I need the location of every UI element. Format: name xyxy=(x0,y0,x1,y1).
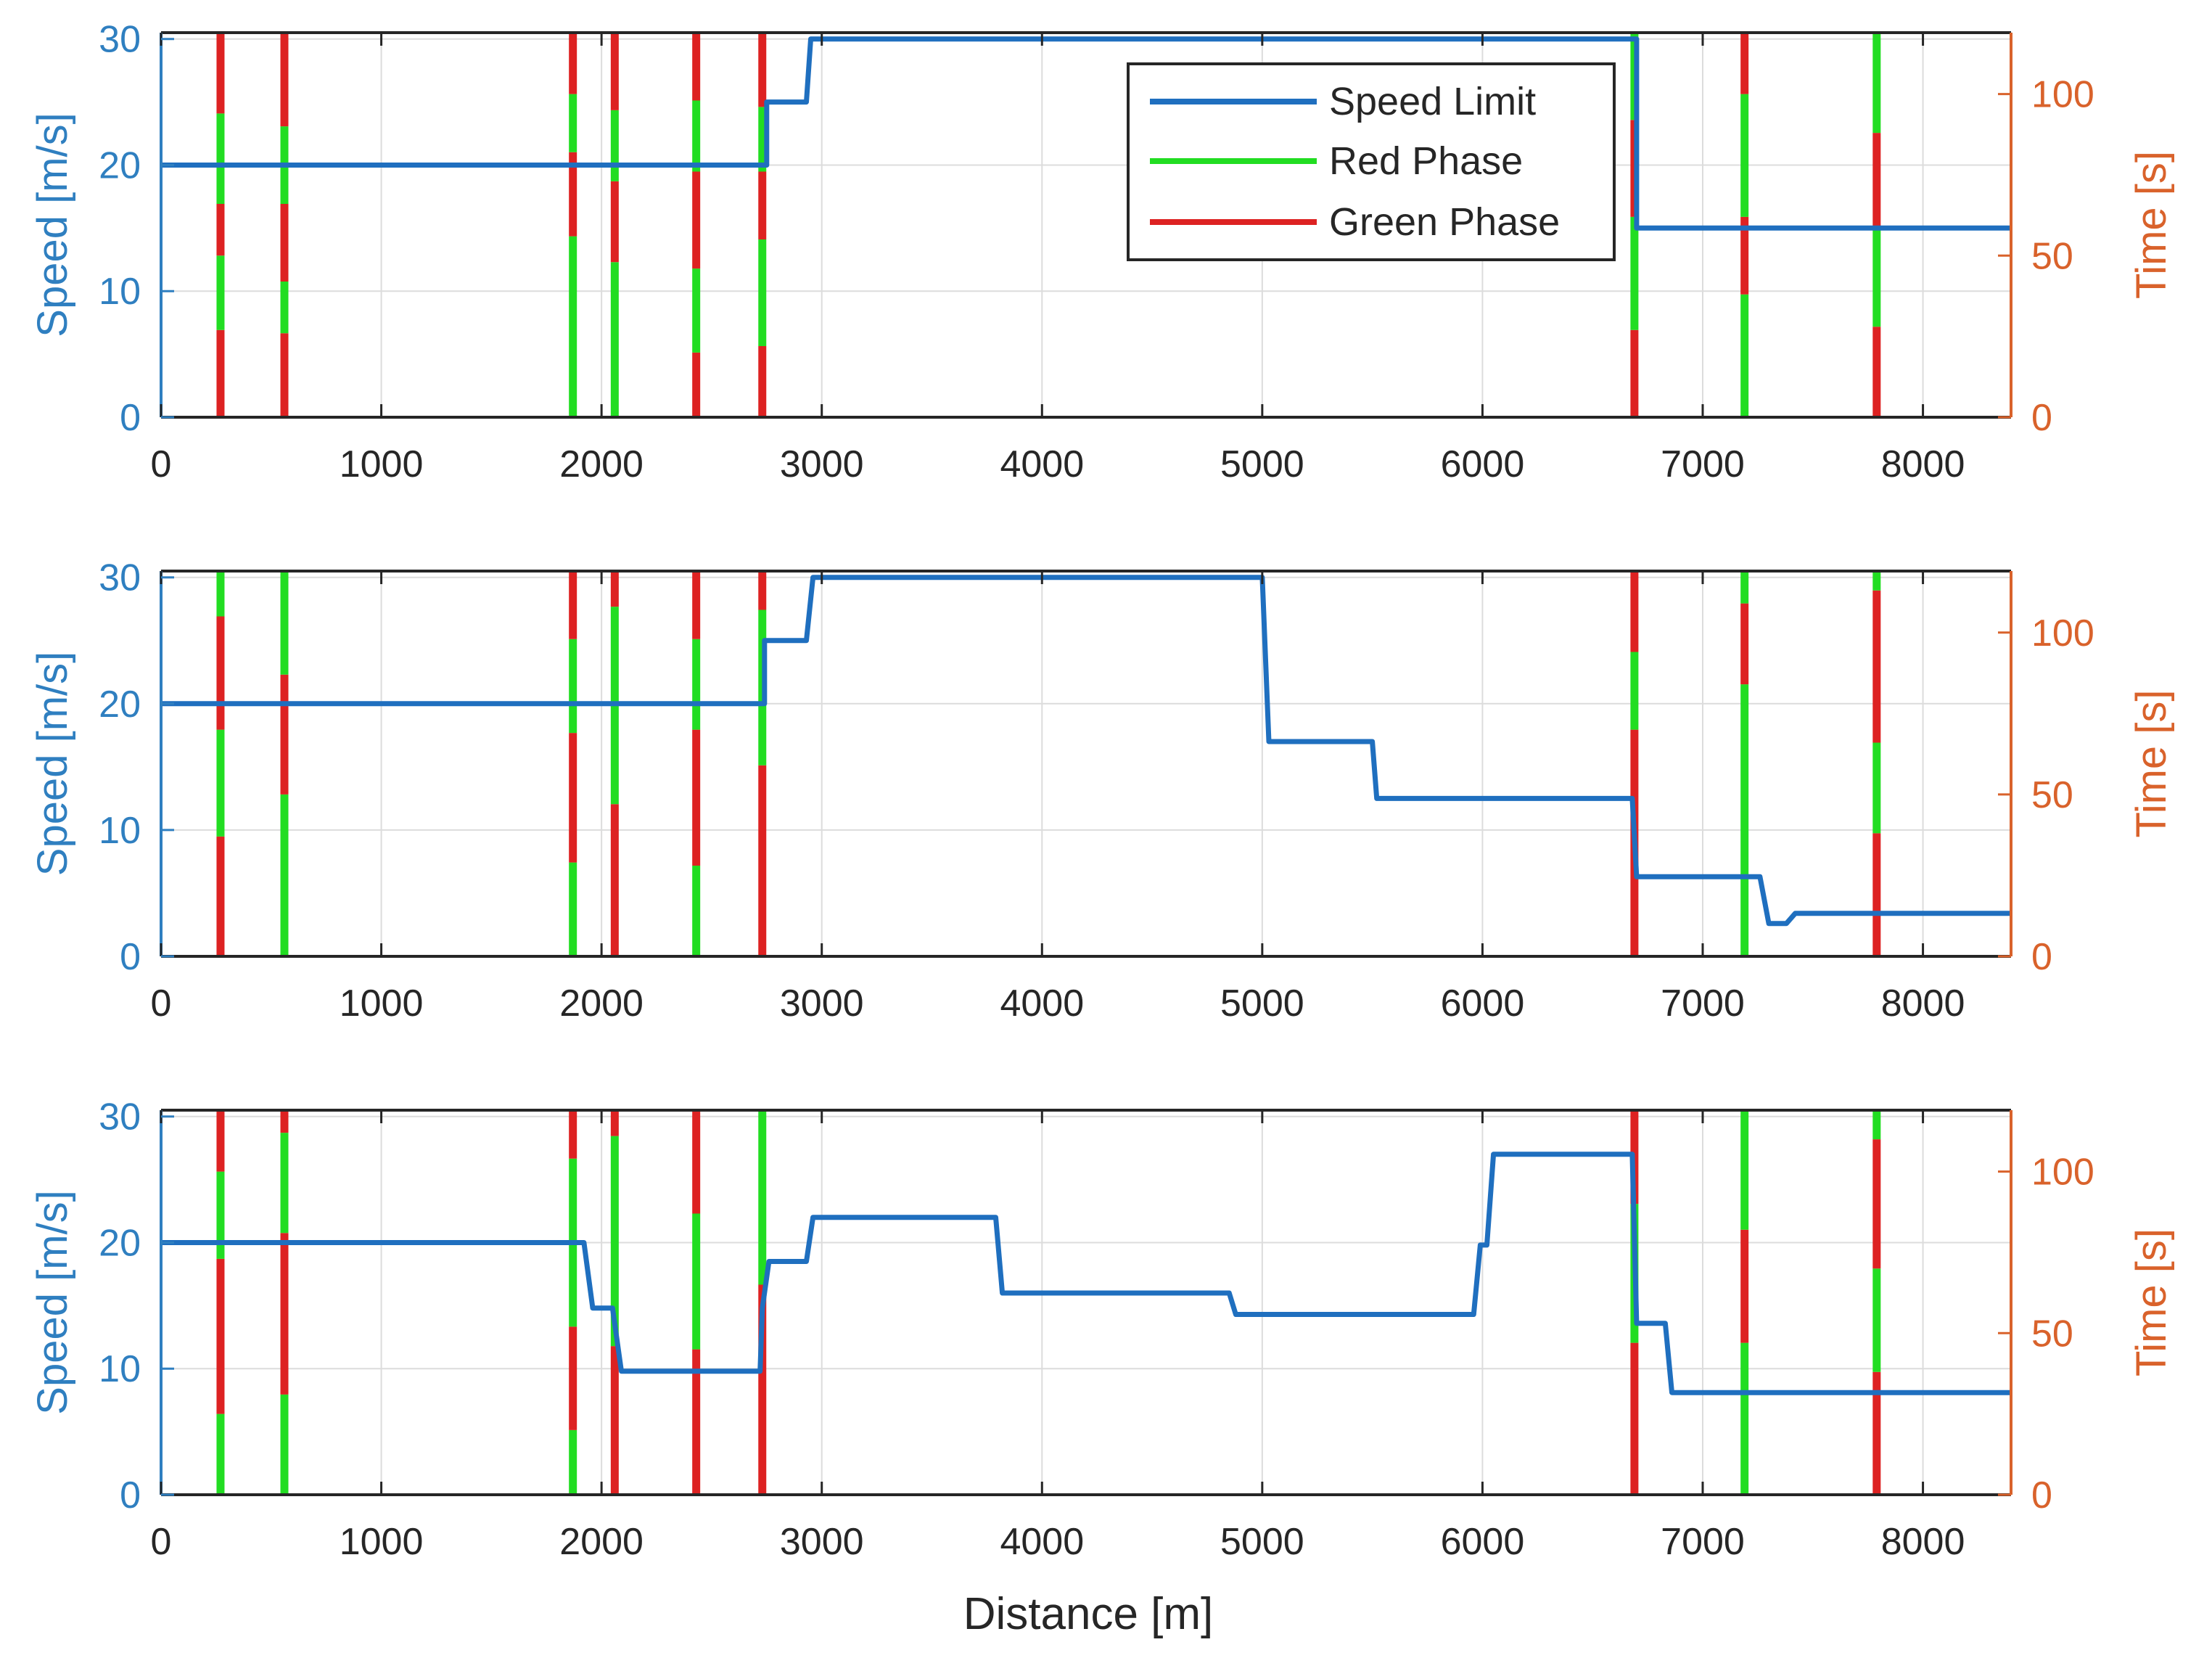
y-right-tick-label: 100 xyxy=(2031,1152,2094,1194)
y-right-tick-label: 50 xyxy=(2031,235,2073,277)
x-tick-label: 6000 xyxy=(1441,982,1525,1025)
x-tick-label: 0 xyxy=(151,982,172,1025)
x-tick-label: 4000 xyxy=(1000,443,1084,485)
y-left-tick-label: 0 xyxy=(120,397,141,439)
x-tick-label: 2000 xyxy=(559,1521,644,1563)
x-tick-label: 3000 xyxy=(780,1521,864,1563)
x-tick-label: 7000 xyxy=(1661,443,1745,485)
subplot-3: 0 1000 2000 3000 4000 5000 6000 7000 80000102030… xyxy=(29,1096,2175,1563)
y-left-tick-label: 0 xyxy=(120,1474,141,1517)
legend-label-red-phase: Red Phase xyxy=(1329,139,1523,183)
y-left-axis-label: Speed [m/s] xyxy=(29,652,76,876)
x-tick-label: 3000 xyxy=(780,443,864,485)
y-right-tick-label: 50 xyxy=(2031,1313,2073,1355)
y-right-tick-label: 100 xyxy=(2031,74,2094,116)
x-tick-label: 5000 xyxy=(1220,982,1304,1025)
legend-label-green-phase: Green Phase xyxy=(1329,200,1560,244)
x-tick-label: 1000 xyxy=(340,1521,424,1563)
y-right-tick-label: 100 xyxy=(2031,612,2094,654)
y-right-axis-label: Time [s] xyxy=(2128,1228,2175,1376)
y-right-tick-label: 50 xyxy=(2031,774,2073,816)
speed-limit-line xyxy=(161,575,2011,927)
y-left-tick-label: 10 xyxy=(99,1348,141,1390)
x-tick-label: 2000 xyxy=(559,982,644,1025)
y-left-tick-label: 0 xyxy=(120,936,141,978)
y-right-tick-label: 0 xyxy=(2031,936,2052,978)
x-tick-label: 7000 xyxy=(1661,1521,1745,1563)
y-right-tick-label: 0 xyxy=(2031,397,2052,439)
x-tick-label: 4000 xyxy=(1000,982,1084,1025)
legend: Speed Limit Red Phase Green Phase xyxy=(1127,62,1616,261)
x-tick-label: 1000 xyxy=(340,982,424,1025)
x-tick-label: 3000 xyxy=(780,982,864,1025)
y-left-axis-label: Speed [m/s] xyxy=(29,1190,76,1414)
y-left-tick-label: 30 xyxy=(99,19,141,61)
signal-bars xyxy=(216,1110,1881,1495)
x-tick-label: 8000 xyxy=(1881,982,1965,1025)
y-left-tick-label: 30 xyxy=(99,1096,141,1138)
x-tick-label: 0 xyxy=(151,443,172,485)
y-left-tick-label: 20 xyxy=(99,1222,141,1264)
legend-label-speed-limit: Speed Limit xyxy=(1329,80,1536,123)
x-tick-label: 6000 xyxy=(1441,443,1525,485)
x-tick-label: 0 xyxy=(151,1521,172,1563)
x-tick-label: 8000 xyxy=(1881,1521,1965,1563)
x-axis-label: Distance [m] xyxy=(963,1589,1214,1639)
speed-limit-line xyxy=(161,36,2011,231)
x-tick-label: 6000 xyxy=(1441,1521,1525,1563)
y-right-axis-label: Time [s] xyxy=(2128,151,2175,299)
y-left-tick-label: 10 xyxy=(99,810,141,852)
x-tick-label: 2000 xyxy=(559,443,644,485)
x-tick-label: 1000 xyxy=(340,443,424,485)
x-tick-label: 4000 xyxy=(1000,1521,1084,1563)
subplot-2: 0 1000 2000 3000 4000 5000 6000 7000 80000102030… xyxy=(29,557,2175,1025)
x-tick-label: 8000 xyxy=(1881,443,1965,485)
plots-layer: 0 1000 2000 3000 4000 5000 6000 7000 80000102030… xyxy=(29,19,2175,1563)
y-left-tick-label: 20 xyxy=(99,684,141,726)
x-tick-label: 5000 xyxy=(1220,443,1304,485)
y-left-tick-label: 20 xyxy=(99,144,141,186)
y-right-tick-label: 0 xyxy=(2031,1474,2052,1517)
y-right-axis-label: Time [s] xyxy=(2128,689,2175,837)
y-left-tick-label: 30 xyxy=(99,557,141,599)
subplot-1: 0 1000 2000 3000 4000 5000 6000 7000 80000102030… xyxy=(29,19,2175,485)
y-left-tick-label: 10 xyxy=(99,271,141,313)
y-left-axis-label: Speed [m/s] xyxy=(29,112,76,337)
speed-limit-line xyxy=(161,1152,2011,1395)
x-tick-label: 5000 xyxy=(1220,1521,1304,1563)
x-tick-label: 7000 xyxy=(1661,982,1745,1025)
signal-bars xyxy=(216,571,1881,956)
